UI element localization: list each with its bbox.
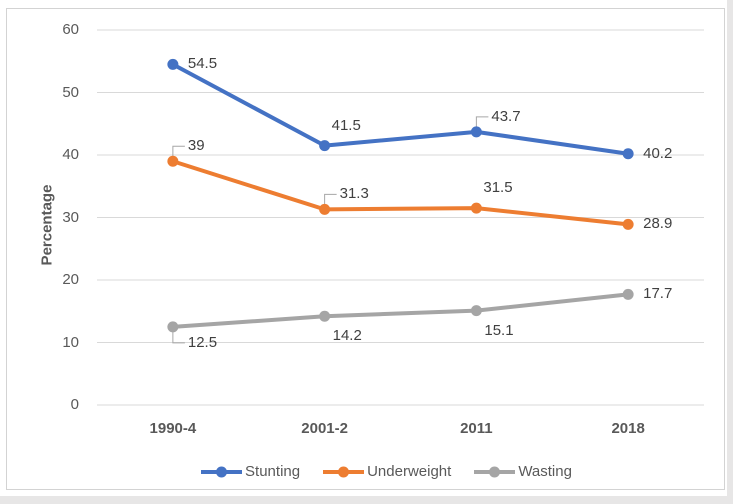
label-leader-line xyxy=(172,330,185,344)
x-category-label: 2018 xyxy=(611,420,645,437)
data-point-marker-stunting xyxy=(470,126,482,138)
legend-item-underweight: Underweight xyxy=(323,463,451,481)
legend-label: Stunting xyxy=(245,463,301,480)
y-tick-label: 30 xyxy=(62,208,79,226)
data-point-marker-stunting xyxy=(167,58,179,70)
data-point-marker-underweight xyxy=(470,202,482,214)
x-category-label: 1990-4 xyxy=(149,420,197,437)
series-line-stunting xyxy=(170,62,631,156)
chart-canvas xyxy=(97,29,704,406)
data-label-wasting: 14.2 xyxy=(332,327,362,345)
legend-label: Underweight xyxy=(367,463,452,480)
y-tick-label: 50 xyxy=(62,83,79,101)
series-line-underweight xyxy=(170,159,631,227)
data-label-wasting: 15.1 xyxy=(484,321,514,339)
label-leader-line xyxy=(172,145,185,158)
y-tick-label: 10 xyxy=(62,333,79,351)
legend: Stunting Underweight Wasting xyxy=(103,463,670,481)
data-label-stunting: 40.2 xyxy=(643,144,673,162)
legend-item-wasting: Wasting xyxy=(474,463,572,481)
data-point-marker-stunting xyxy=(319,140,331,152)
y-tick-label: 0 xyxy=(70,396,79,413)
series-line-wasting xyxy=(170,292,631,329)
legend-line-marker-icon xyxy=(323,466,365,478)
data-point-marker-underweight xyxy=(319,203,331,215)
x-category-label: 2011 xyxy=(460,420,493,437)
y-tick-label: 20 xyxy=(62,271,79,288)
legend-line-marker-icon xyxy=(474,466,516,478)
legend-line-marker-icon xyxy=(201,466,243,478)
data-label-stunting: 41.5 xyxy=(331,116,361,134)
chart-frame: Percentage 0 10 20 30 40 50 60 1990-4 2001-2 2011… xyxy=(6,8,725,490)
x-category-label: 2001-2 xyxy=(301,420,348,437)
data-label-underweight: 39 xyxy=(187,137,205,155)
legend-item-stunting: Stunting xyxy=(201,463,300,481)
data-label-underweight: 31.5 xyxy=(483,179,513,197)
data-point-marker-wasting xyxy=(470,305,482,317)
data-point-marker-wasting xyxy=(167,321,179,333)
data-point-marker-stunting xyxy=(622,148,634,160)
document-page: Percentage 0 10 20 30 40 50 60 1990-4 2001-2 2011… xyxy=(0,0,727,496)
data-label-stunting: 54.5 xyxy=(187,55,218,73)
data-label-wasting: 17.7 xyxy=(643,285,673,303)
label-leader-line xyxy=(324,193,337,206)
data-point-marker-underweight xyxy=(622,218,634,230)
data-point-marker-wasting xyxy=(319,310,331,322)
data-label-underweight: 31.3 xyxy=(339,185,369,203)
y-tick-label: 40 xyxy=(62,146,79,163)
label-leader-line xyxy=(475,116,489,128)
data-label-wasting: 12.5 xyxy=(187,333,218,351)
legend-label: Wasting xyxy=(518,463,572,480)
data-point-marker-wasting xyxy=(622,288,634,300)
data-label-stunting: 43.7 xyxy=(491,107,521,125)
data-point-marker-underweight xyxy=(167,155,179,167)
y-tick-label: 60 xyxy=(62,21,79,38)
data-label-underweight: 28.9 xyxy=(643,215,673,233)
